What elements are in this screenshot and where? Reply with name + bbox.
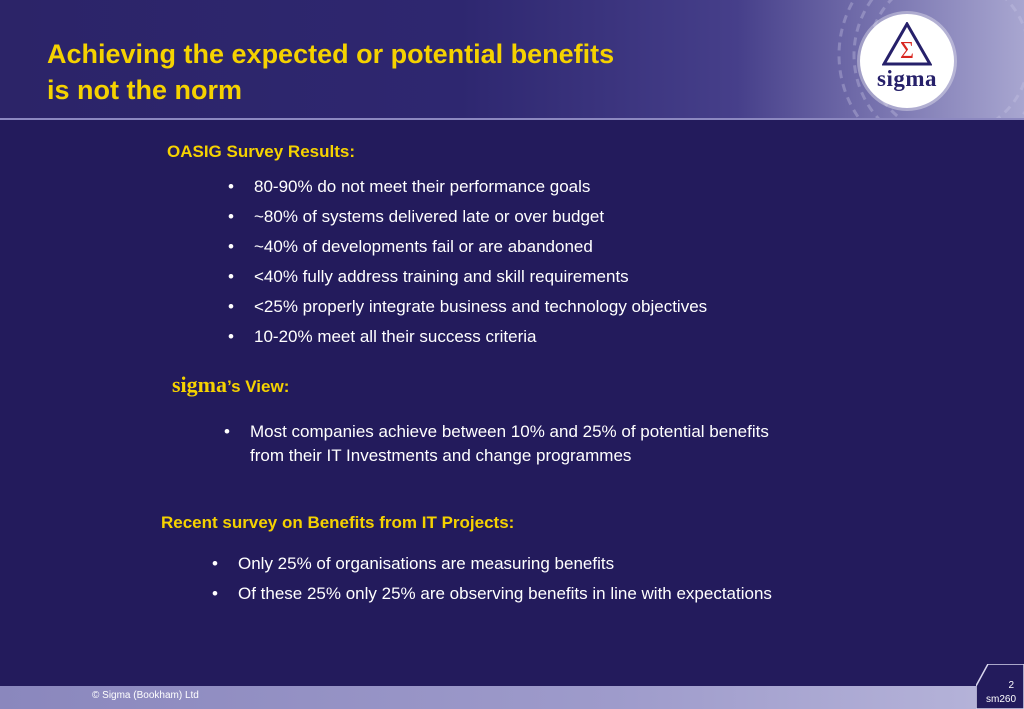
list-item: ~40% of developments fail or are abandon…: [228, 232, 707, 262]
logo-symbol: Σ: [900, 38, 914, 64]
decorative-rings: [837, 0, 1024, 120]
list-item: Most companies achieve between 10% and 2…: [224, 420, 769, 468]
footer-bar: © Sigma (Bookham) Ltd: [0, 686, 1024, 709]
recent-survey-list: Only 25% of organisations are measuring …: [212, 549, 772, 609]
page-tab: [976, 664, 1024, 709]
slide-header: Achieving the expected or potential bene…: [0, 0, 1024, 120]
list-item-text: Most companies achieve between 10% and 2…: [250, 422, 769, 441]
logo-wordmark: sigma: [877, 66, 937, 91]
slide-reference: sm260: [985, 694, 1016, 705]
survey-results-list: 80-90% do not meet their performance goa…: [228, 172, 707, 352]
sigma-brand-word: sigma: [172, 372, 227, 397]
list-item: <25% properly integrate business and tec…: [228, 292, 707, 322]
sigma-view-list: Most companies achieve between 10% and 2…: [224, 420, 769, 468]
sigma-view-heading: sigma’s View:: [172, 372, 289, 398]
copyright-text: © Sigma (Bookham) Ltd: [92, 690, 199, 701]
list-item: <40% fully address training and skill re…: [228, 262, 707, 292]
list-item: Of these 25% only 25% are observing bene…: [212, 579, 772, 609]
title-line-1: Achieving the expected or potential bene…: [47, 39, 615, 69]
list-item: 10-20% meet all their success criteria: [228, 322, 707, 352]
recent-survey-heading: Recent survey on Benefits from IT Projec…: [161, 513, 515, 532]
list-item: Only 25% of organisations are measuring …: [212, 549, 772, 579]
sigma-logo: Σ sigma: [860, 14, 954, 108]
slide-title: Achieving the expected or potential bene…: [47, 36, 614, 108]
page-number: 2: [1008, 680, 1014, 691]
sigma-view-heading-rest: ’s View:: [227, 377, 290, 396]
survey-heading: OASIG Survey Results:: [167, 142, 356, 161]
list-item: ~80% of systems delivered late or over b…: [228, 202, 707, 232]
title-line-2: is not the norm: [47, 75, 242, 105]
header-divider: [0, 118, 1024, 120]
list-item-text-cont: from their IT Investments and change pro…: [250, 446, 632, 465]
triangle-icon: Σ: [882, 22, 932, 66]
list-item: 80-90% do not meet their performance goa…: [228, 172, 707, 202]
